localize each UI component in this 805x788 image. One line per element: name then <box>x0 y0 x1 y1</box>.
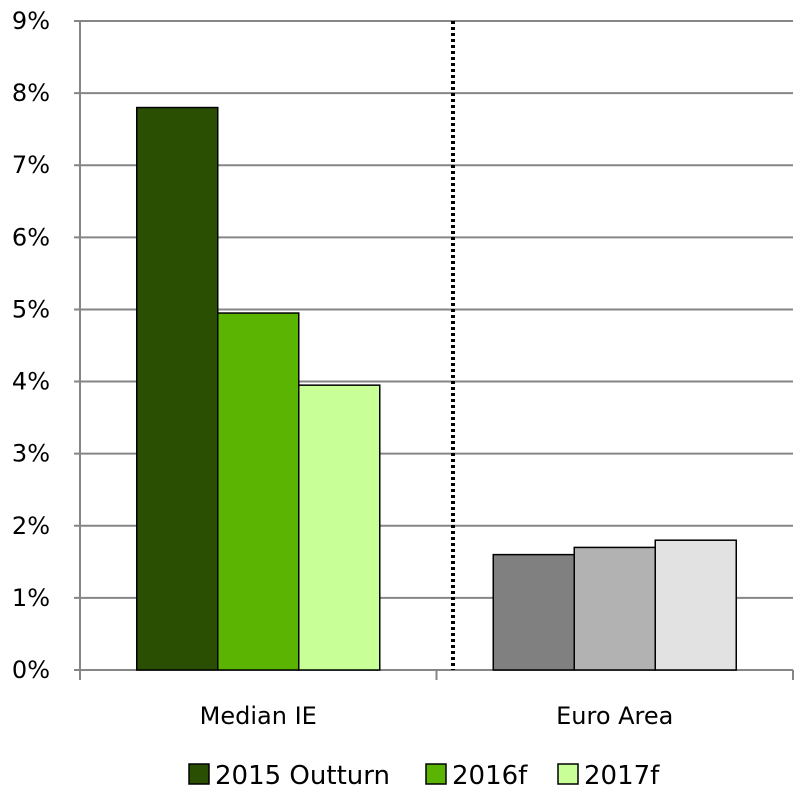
y-tick-label: 1% <box>12 584 50 612</box>
legend-swatch <box>188 763 210 785</box>
bar <box>217 312 300 671</box>
x-category-label: Median IE <box>200 702 317 730</box>
legend-label: 2016f <box>452 761 528 788</box>
y-tick-label: 6% <box>12 223 50 251</box>
y-tick-labels: 0% 1% 2% 3% 4% 5% 6% 7% 8% 9% <box>12 7 50 684</box>
legend-label: 2015 Outturn <box>215 761 390 788</box>
y-tick-label: 7% <box>12 151 50 179</box>
y-tick-label: 0% <box>12 656 50 684</box>
y-tick-label: 9% <box>12 7 50 35</box>
bar <box>492 553 575 671</box>
legend-label: 2017f <box>584 761 660 788</box>
y-tick-label: 2% <box>12 512 50 540</box>
bar <box>136 106 219 671</box>
bar <box>654 539 737 671</box>
x-category-label: Euro Area <box>556 702 673 730</box>
y-tick-label: 5% <box>12 295 50 323</box>
bars <box>136 106 737 671</box>
y-tick-label: 8% <box>12 79 50 107</box>
bar <box>573 546 656 671</box>
y-tick-label: 3% <box>12 440 50 468</box>
bar <box>298 384 381 671</box>
legend-swatch <box>557 763 579 785</box>
legend: 2015 Outturn 2016f 2017f <box>188 761 660 788</box>
x-category-labels: Median IE Euro Area <box>200 702 674 730</box>
y-tick-label: 4% <box>12 368 50 396</box>
legend-swatch <box>425 763 447 785</box>
